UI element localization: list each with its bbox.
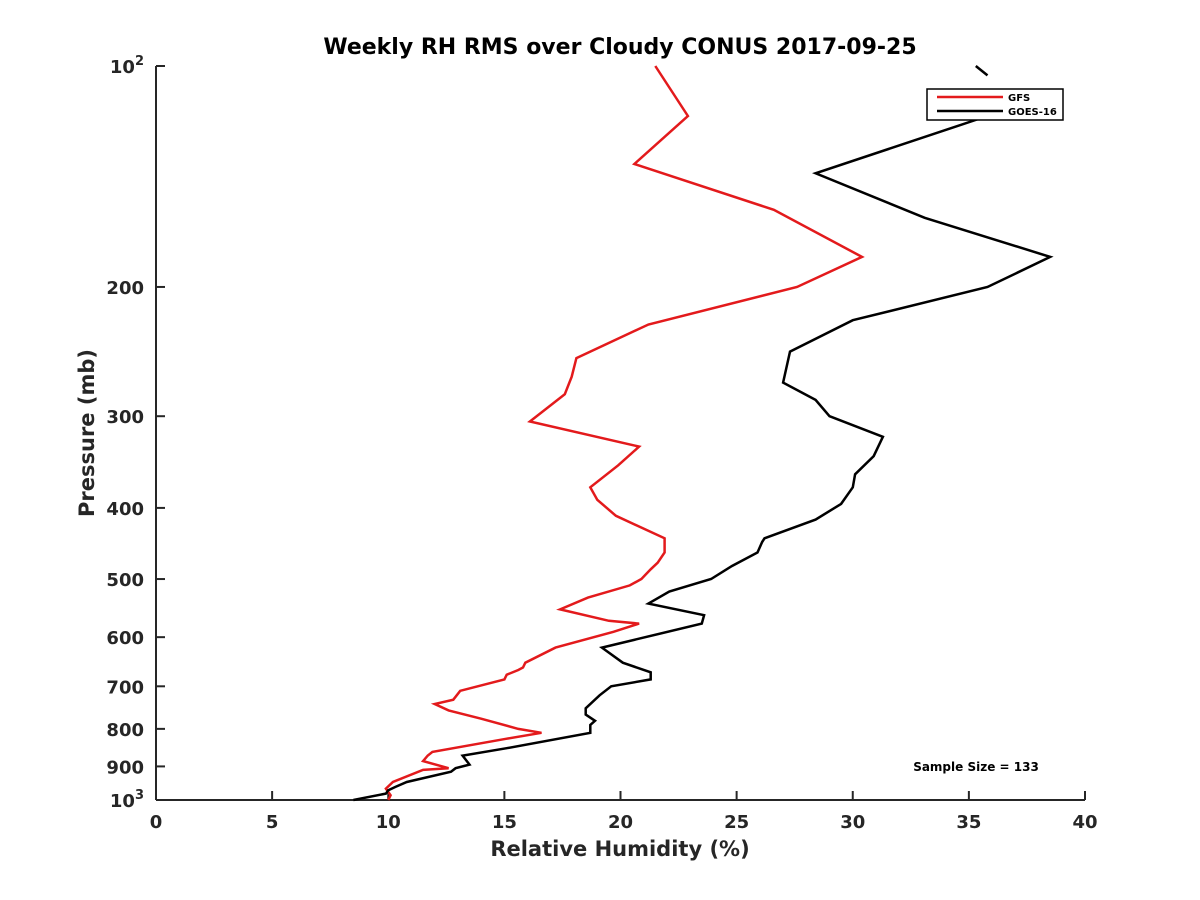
y-tick-label: 400 [106,499,144,520]
x-tick-label: 5 [266,812,279,833]
legend-box [926,88,1064,121]
y-tick-label: 200 [106,278,144,299]
x-axis-label: Relative Humidity (%) [490,837,749,861]
y-axis-label: Pressure (mb) [75,349,99,517]
y-tick-label: 900 [106,757,144,778]
y-tick-label: 500 [106,570,144,591]
x-tick-label: 10 [376,812,401,833]
y-tick-label: 700 [106,677,144,698]
x-tick-label: 25 [724,812,749,833]
series-line-goes-16 [353,114,1054,802]
legend: GFS GOES-16 [926,88,1064,121]
x-tick-label: 20 [608,812,633,833]
x-tick-label: 35 [956,812,981,833]
y-tick-label: 600 [106,628,144,649]
x-tick-label: 15 [492,812,517,833]
series-segment-goes-16 [975,65,989,77]
x-tick-label: 40 [1072,812,1097,833]
series-layer [353,65,1054,802]
y-tick-label: 102 [110,54,144,78]
y-tick-label: 103 [110,788,144,812]
sample-size-annotation: Sample Size = 133 [913,760,1039,774]
legend-label-gfs: GFS [1008,93,1030,104]
x-tick-label: 30 [840,812,865,833]
x-tick-label: 0 [150,812,163,833]
y-tick-label: 300 [106,407,144,428]
chart-title: Weekly RH RMS over Cloudy CONUS 2017-09-… [323,35,916,60]
y-tick-label: 800 [106,720,144,741]
axes: 0 5 10 15 20 25 30 35 40 102 200 300 400 500 600 700 800… [106,54,1097,833]
legend-label-goes-16: GOES-16 [1008,107,1057,118]
series-line-gfs [384,65,865,801]
